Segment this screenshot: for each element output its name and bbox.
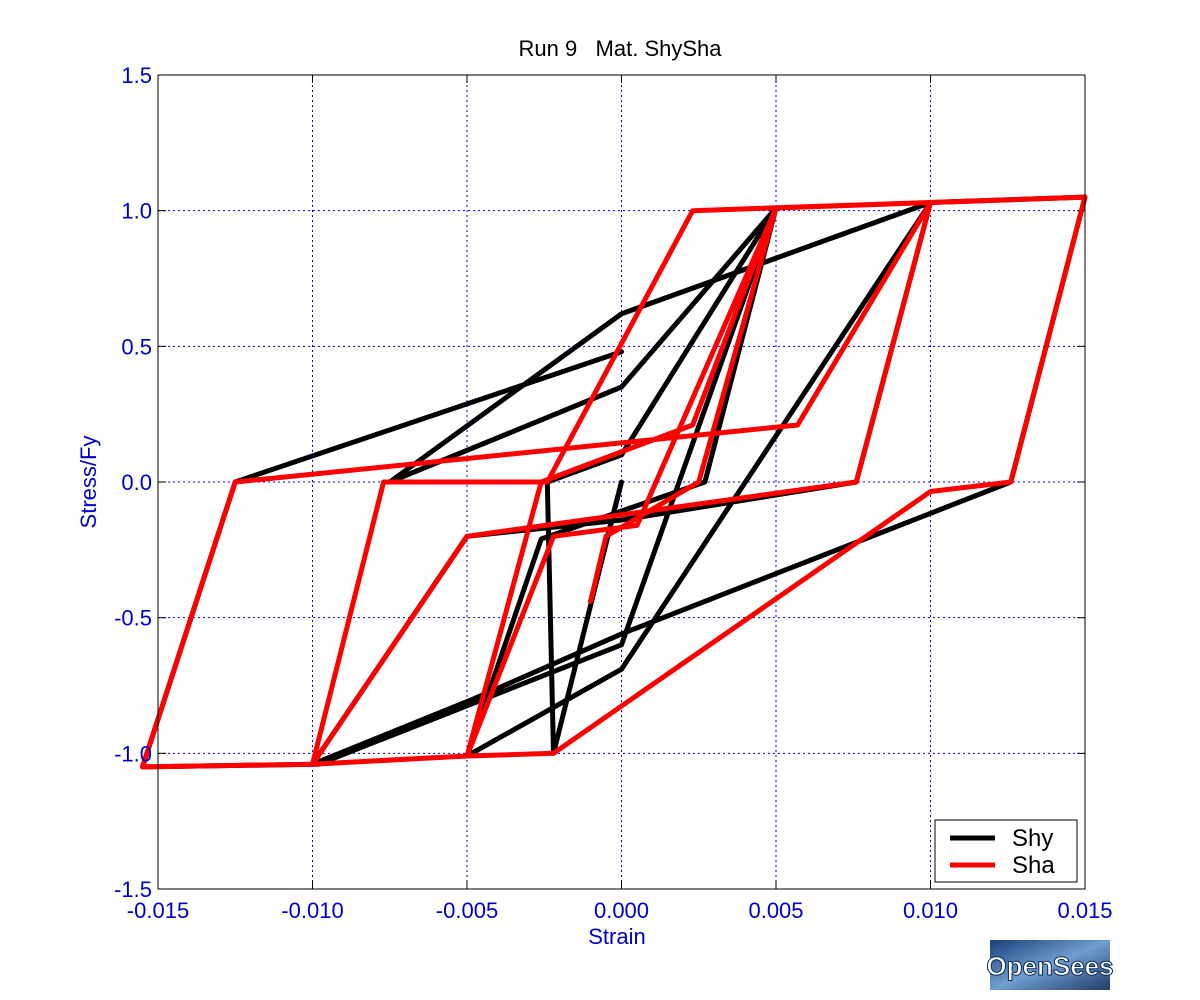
- plot-frame: [157, 74, 1086, 890]
- x-tick-label: 0.005: [748, 898, 803, 923]
- y-tick-label: -0.5: [114, 606, 152, 631]
- y-tick-label: 0.5: [121, 334, 152, 359]
- y-tick-label: -1.0: [114, 741, 152, 766]
- series-line-sha: [140, 194, 1088, 770]
- legend-label-shy: Shy: [1012, 825, 1053, 852]
- x-tick-label: 0.000: [594, 898, 649, 923]
- y-tick-label: -1.5: [114, 877, 152, 902]
- legend-box: [934, 819, 1078, 883]
- logo-background: [990, 940, 1110, 990]
- series-layer: [140, 194, 1088, 770]
- chart-title: Run 9 Mat. ShySha: [519, 36, 723, 61]
- x-tick-label: -0.015: [127, 898, 189, 923]
- x-axis-label: Strain: [588, 924, 645, 949]
- y-tick-label: 0.0: [121, 470, 152, 495]
- x-tick-label: 0.015: [1057, 898, 1112, 923]
- logo-text: OpenSees: [986, 951, 1113, 981]
- legend: Shy Sha: [934, 819, 1078, 883]
- x-tick-label: -0.005: [436, 898, 498, 923]
- y-axis-label: Stress/Fy: [76, 436, 101, 529]
- legend-label-sha: Sha: [1012, 852, 1055, 879]
- y-tick-label: 1.5: [121, 63, 152, 88]
- x-tick-label: 0.010: [903, 898, 958, 923]
- x-tick-label: -0.010: [281, 898, 343, 923]
- tick-labels: -0.015 -0.010 -0.005 0.000 0.005 0.010 0.015 1.…: [114, 63, 1112, 923]
- y-tick-label: 1.0: [121, 199, 152, 224]
- opensees-logo: OpenSees: [986, 940, 1114, 990]
